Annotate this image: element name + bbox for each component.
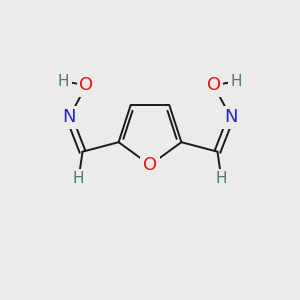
Text: O: O	[143, 156, 157, 174]
Text: H: H	[231, 74, 242, 89]
Text: O: O	[207, 76, 221, 94]
Text: H: H	[215, 171, 227, 186]
Text: N: N	[224, 109, 238, 127]
Text: O: O	[79, 76, 93, 94]
Text: H: H	[73, 171, 85, 186]
Text: H: H	[58, 74, 69, 89]
Text: N: N	[62, 109, 76, 127]
